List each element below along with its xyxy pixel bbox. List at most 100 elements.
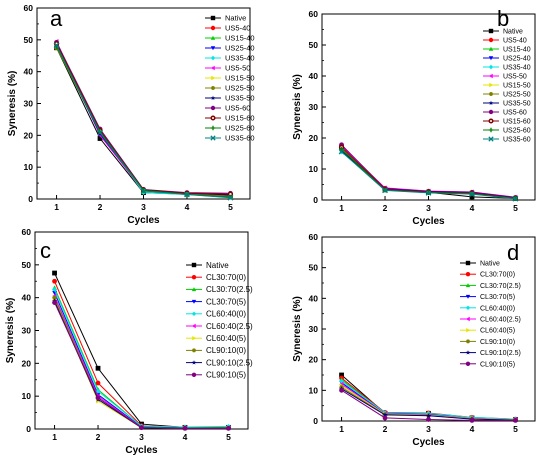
- legend-label: US25-50: [503, 91, 531, 98]
- legend-marker: [465, 316, 470, 322]
- x-tick-label: 2: [383, 424, 388, 434]
- legend-item: US25-60: [483, 127, 531, 134]
- data-point: [227, 194, 234, 201]
- series-US15-60: [53, 40, 234, 197]
- legend-marker: [488, 127, 494, 133]
- data-point: [53, 42, 60, 49]
- legend-marker: [192, 336, 197, 341]
- y-axis-label: Syneresis (%): [292, 296, 303, 362]
- panel-label: a: [50, 6, 63, 31]
- y-tick-label: 60: [309, 9, 319, 19]
- legend-item: US5-50: [483, 73, 527, 80]
- legend-item: CL90:10(2.5): [460, 350, 521, 357]
- legend-marker: [210, 46, 216, 51]
- legend-marker: [488, 73, 493, 79]
- legend-label: US15-50: [503, 82, 531, 89]
- y-tick-label: 40: [309, 71, 319, 81]
- y-tick-label: 30: [309, 102, 319, 112]
- legend-label: US15-60: [503, 118, 531, 125]
- series-line: [56, 45, 231, 197]
- y-axis-label: Syneresis (%): [292, 74, 303, 140]
- legend-item: US35-50: [483, 100, 531, 107]
- legend-marker: [488, 100, 494, 105]
- legend-label: CL30:70(0): [480, 272, 515, 279]
- y-tick-label: 50: [22, 260, 32, 270]
- series-line: [56, 47, 231, 197]
- legend-item: CL60:40(0): [186, 310, 246, 319]
- legend-label: US25-60: [225, 124, 255, 133]
- data-point: [226, 425, 231, 431]
- legend-label: CL90:10(0): [480, 339, 515, 346]
- series-CL90:10(0): [52, 295, 231, 431]
- y-tick-label: 20: [309, 355, 319, 365]
- y-axis-label: Syneresis (%): [5, 298, 16, 364]
- series-CL30:70(5): [52, 290, 231, 431]
- legend-label: US15-40: [503, 46, 531, 53]
- y-tick-label: 40: [309, 293, 319, 303]
- legend-item: US15-50: [483, 82, 531, 89]
- legend-item: Native: [186, 261, 229, 270]
- data-point: [339, 387, 344, 393]
- legend-label: US25-50: [225, 84, 255, 93]
- legend-label: CL90:10(5): [480, 361, 515, 368]
- y-tick-label: 20: [22, 358, 32, 368]
- series-US35-50: [54, 41, 233, 198]
- legend-item: CL90:10(0): [186, 346, 246, 355]
- legend-label: US35-50: [225, 94, 255, 103]
- x-axis-label: Cycles: [125, 445, 158, 456]
- y-tick-label: 0: [313, 416, 318, 426]
- x-tick-label: 4: [183, 432, 188, 442]
- legend-marker: [191, 299, 197, 304]
- y-tick-label: 10: [309, 385, 319, 395]
- y-tick-label: 60: [24, 3, 34, 13]
- series-line: [56, 47, 231, 197]
- series-line: [56, 43, 231, 195]
- x-tick-label: 2: [383, 203, 388, 213]
- x-tick-label: 3: [141, 202, 146, 212]
- legend-label: US15-60: [225, 114, 255, 123]
- x-tick-label: 5: [226, 432, 231, 442]
- series-line: [56, 44, 231, 196]
- y-tick-label: 50: [24, 35, 34, 45]
- legend-marker: [210, 25, 216, 31]
- legend-marker: [210, 35, 216, 40]
- data-point: [469, 194, 475, 200]
- y-axis-label: Syneresis (%): [7, 71, 18, 137]
- data-point: [139, 425, 144, 431]
- y-tick-label: 20: [24, 130, 34, 140]
- data-point: [382, 187, 388, 194]
- legend-item: US5-40: [205, 24, 250, 33]
- data-point: [425, 413, 432, 418]
- x-tick-label: 2: [98, 202, 103, 212]
- legend-label: Native: [480, 260, 500, 267]
- x-axis-label: Cycles: [412, 437, 445, 448]
- legend-marker: [210, 95, 216, 100]
- x-axis-label: Cycles: [127, 215, 160, 226]
- legend-marker: [488, 92, 494, 96]
- series-line: [56, 46, 231, 198]
- data-point: [52, 278, 57, 284]
- legend-label: Native: [206, 261, 229, 270]
- legend-label: US35-50: [503, 100, 531, 107]
- legend-item: Native: [483, 28, 523, 35]
- legend-label: CL30:70(5): [206, 297, 246, 306]
- series-CL60:40(5): [52, 296, 231, 431]
- legend-marker: [465, 283, 471, 288]
- legend-marker: [191, 372, 197, 377]
- series-US25-50: [54, 45, 233, 199]
- y-tick-label: 0: [26, 424, 31, 434]
- legend-item: CL90:10(0): [460, 339, 515, 346]
- legend-item: CL60:40(0): [460, 305, 515, 312]
- legend-label: US15-40: [225, 34, 255, 43]
- data-point: [52, 270, 57, 276]
- data-point: [184, 191, 190, 198]
- x-tick-label: 3: [426, 424, 431, 434]
- legend-label: US5-50: [503, 73, 527, 80]
- legend-item: US25-50: [483, 91, 531, 98]
- x-tick-label: 5: [513, 424, 518, 434]
- legend-item: CL30:70(5): [460, 294, 515, 301]
- data-point: [97, 129, 103, 136]
- legend-label: US5-60: [225, 104, 250, 113]
- legend-label: CL60:40(2.5): [480, 316, 521, 323]
